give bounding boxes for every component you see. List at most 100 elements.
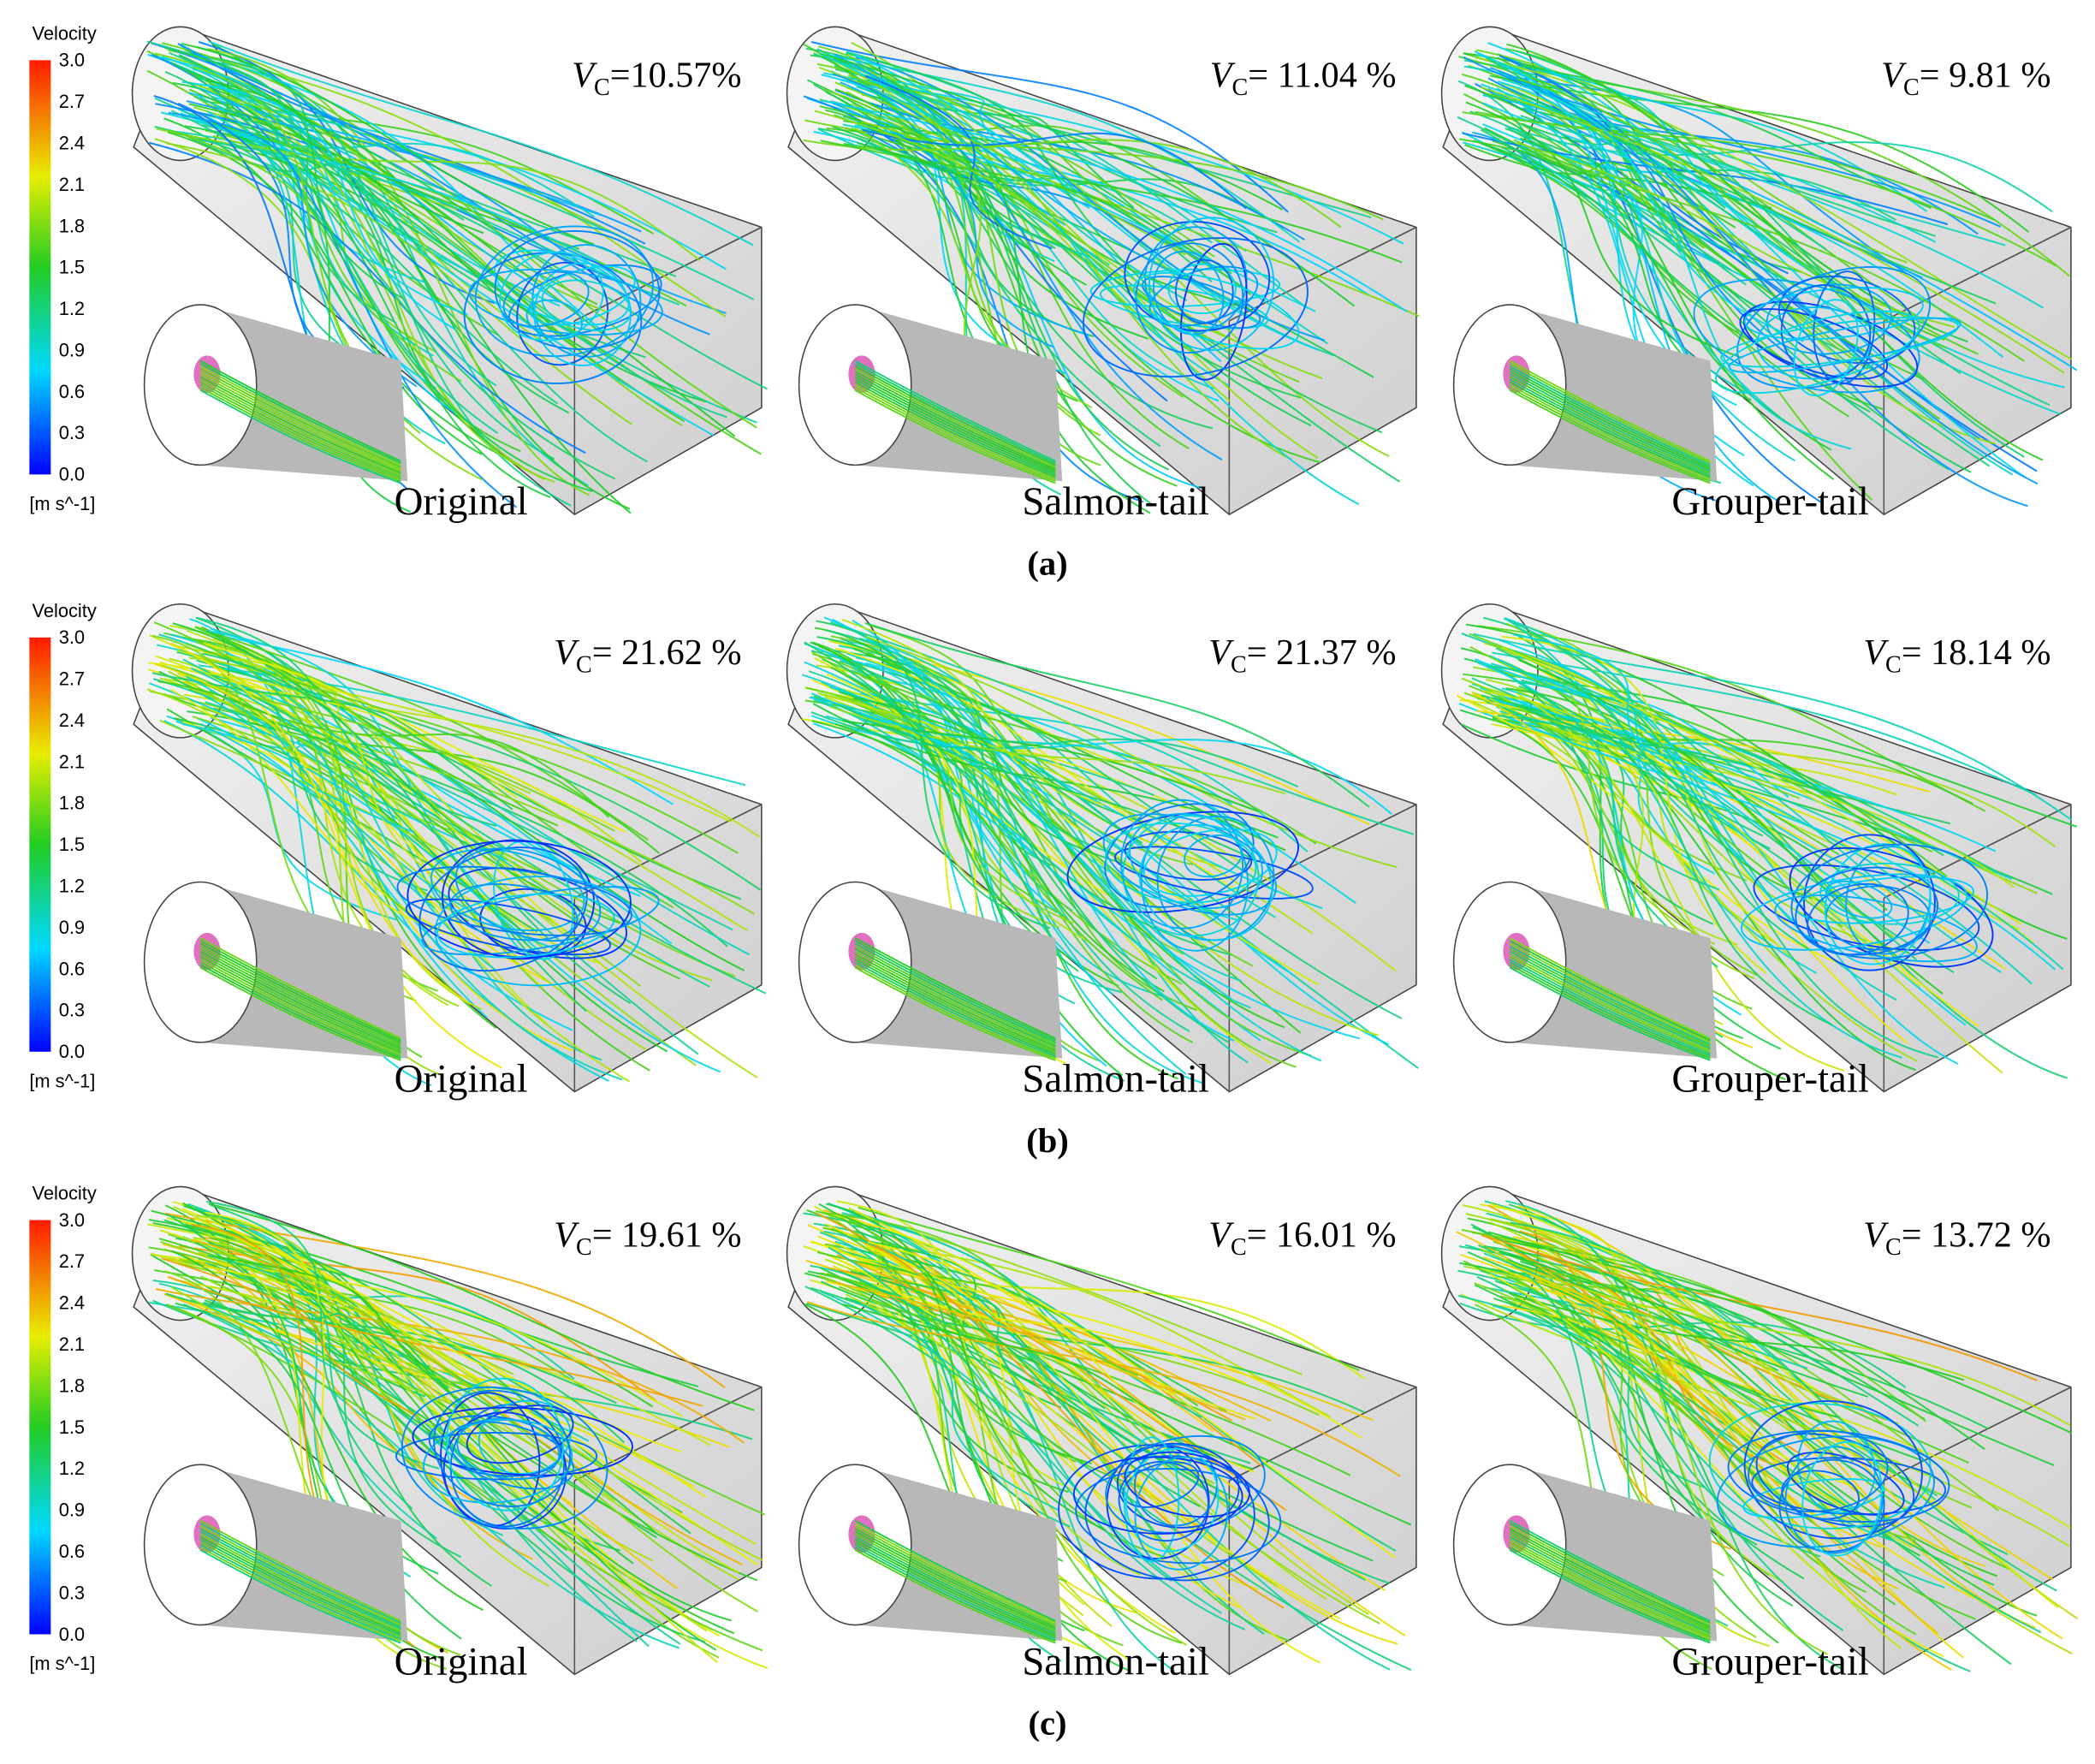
legend-tick-label: 1.5 — [59, 834, 85, 855]
vortex-loop — [463, 252, 643, 384]
streamline — [1505, 1221, 1902, 1649]
streamline — [803, 139, 1342, 229]
vortex-loop — [1824, 843, 1932, 965]
inset-body — [855, 305, 1063, 482]
streamline — [176, 644, 587, 916]
streamline — [834, 1281, 1246, 1421]
streamline — [820, 140, 1252, 295]
vortex-loop — [1124, 1451, 1250, 1518]
vortex-loop — [448, 1421, 575, 1490]
inset — [1452, 1464, 1718, 1644]
vortex-loop — [1135, 242, 1244, 354]
vortex-loop — [449, 883, 579, 941]
inset-streamline — [854, 371, 1056, 470]
streamline — [1469, 633, 1933, 853]
turbine-name: Original — [395, 1639, 528, 1684]
vortex-loop — [1124, 221, 1271, 332]
streamline — [196, 1215, 471, 1447]
panel: VC= 21.37 % Salmon-tail — [786, 603, 1419, 1102]
vortex-loop — [1708, 1402, 1932, 1529]
streamline — [208, 1203, 755, 1411]
streamline — [194, 1217, 758, 1566]
streamline — [1505, 687, 1825, 903]
legend-tick-label: 0.3 — [59, 1582, 85, 1603]
streamline — [167, 1275, 703, 1407]
streamline — [816, 620, 1051, 930]
vc-label: VC= 11.04 % — [1210, 56, 1397, 101]
vortex-loop — [442, 1411, 567, 1530]
turbine-name: Grouper-tail — [1671, 1057, 1869, 1102]
vc-value: = 11.04 % — [1248, 56, 1396, 96]
streamline — [821, 74, 1066, 374]
inset-streamline — [199, 371, 401, 470]
streamline — [816, 692, 1074, 924]
streamline — [203, 1301, 449, 1389]
streamline — [183, 1304, 680, 1649]
streamline — [1494, 719, 1979, 1028]
vortex-loop — [1104, 822, 1257, 904]
inset-streamline — [199, 1530, 401, 1630]
inset — [798, 1464, 1063, 1644]
streamline — [1520, 64, 1932, 210]
streamline — [858, 712, 1293, 976]
streamline — [200, 704, 631, 1083]
vc-subscript: C — [1885, 1234, 1902, 1261]
streamline — [1484, 642, 1715, 946]
streamline — [810, 54, 1153, 506]
vc-value: = 19.61 % — [592, 1215, 742, 1256]
streamline — [813, 695, 1302, 1034]
vortex-loop — [405, 898, 611, 956]
legend-tick-label: 0.6 — [59, 1541, 85, 1562]
inset-streamline — [854, 1533, 1056, 1632]
streamline — [147, 53, 470, 423]
inset-streamline — [199, 961, 401, 1058]
streamline — [834, 722, 1178, 1080]
streamline — [826, 629, 1118, 856]
inset-streamline — [1509, 1533, 1711, 1632]
inset-streamline — [1509, 950, 1711, 1049]
streamlines — [1457, 42, 2078, 508]
streamline — [1499, 1280, 1995, 1586]
vortex-loop — [1142, 276, 1261, 330]
streamline — [165, 1292, 626, 1444]
inset-streamline — [854, 966, 1056, 1061]
streamline — [828, 1246, 1246, 1630]
inset-streamline — [854, 362, 1056, 464]
vortex-loop — [1753, 864, 1980, 951]
streamline — [148, 141, 586, 454]
streamline — [172, 1201, 721, 1637]
streamline — [841, 618, 1105, 806]
caption: (c) — [1028, 1704, 1066, 1743]
vc-symbol: V — [1210, 56, 1236, 96]
inset-streamline — [199, 1549, 401, 1644]
streamline — [1494, 1280, 2009, 1556]
inset-streamline — [199, 964, 401, 1060]
legend-tick-label: 2.7 — [59, 1250, 85, 1272]
vc-value: = 21.62 % — [592, 633, 742, 673]
streamline — [149, 634, 598, 965]
streamline — [846, 86, 1202, 490]
streamline — [1503, 617, 1938, 1059]
inset-streamline — [854, 1528, 1056, 1628]
inset-streamline — [1509, 1523, 1711, 1624]
streamline — [830, 635, 1194, 866]
streamline — [834, 688, 1309, 852]
inset-streamline — [199, 937, 401, 1040]
streamline — [1465, 101, 1743, 359]
legend-tick-label: 0.0 — [59, 464, 85, 485]
legend-tick-label: 0.9 — [59, 917, 85, 938]
legend-tick-label: 2.7 — [59, 91, 85, 112]
streamline — [1488, 1273, 1944, 1658]
inset-streamline — [854, 1547, 1056, 1642]
streamline — [820, 1267, 1374, 1562]
vortex-loop — [502, 270, 590, 328]
streamline — [857, 142, 1088, 286]
streamline — [164, 47, 404, 300]
vortex-loop — [1790, 843, 1989, 959]
inset-streamline — [854, 1530, 1056, 1630]
inset-streamline — [199, 1528, 401, 1628]
vortex-loop — [1778, 1458, 1885, 1553]
legend-tick-label: 0.9 — [59, 1500, 85, 1521]
streamline — [1477, 625, 1986, 812]
streamline — [1489, 74, 2030, 233]
